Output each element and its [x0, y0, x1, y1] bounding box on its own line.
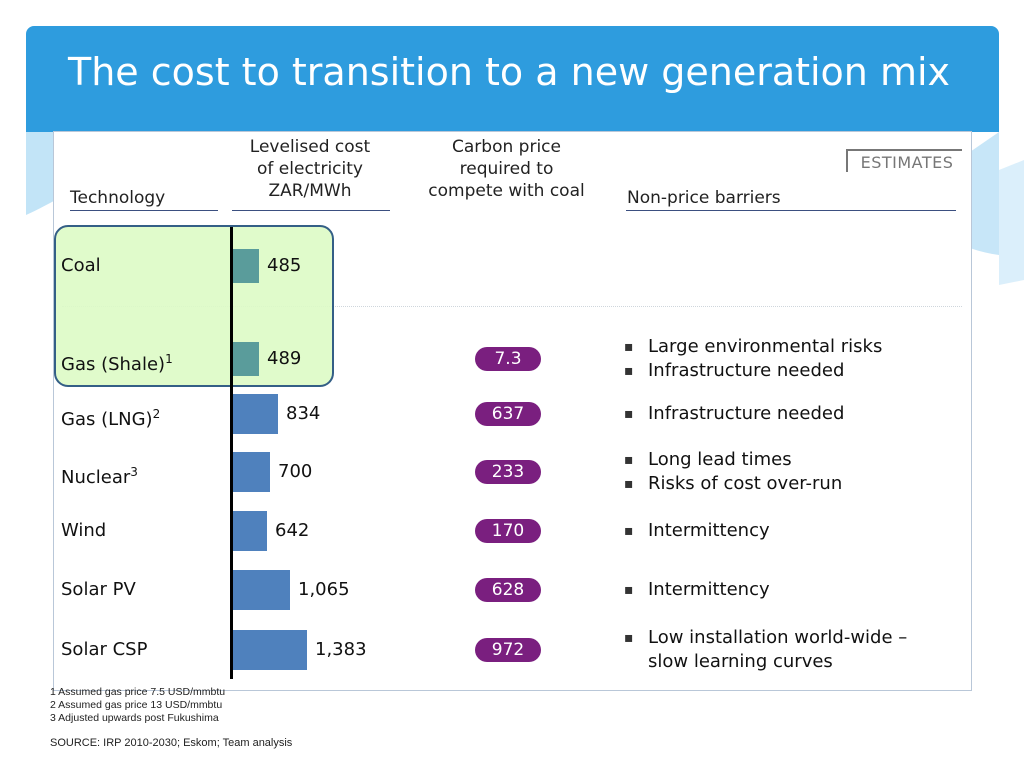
row-separator [62, 306, 962, 307]
bar-value-gas-lng: 834 [286, 403, 321, 424]
barriers-gas-shale: Large environmental risksInfrastructure … [624, 335, 882, 383]
row-label-solar-csp: Solar CSP [61, 639, 148, 660]
row-label-wind: Wind [61, 520, 107, 541]
bar-value-nuclear: 700 [278, 461, 313, 482]
bar-value-coal: 485 [267, 255, 302, 276]
bar-value-solar-csp: 1,383 [315, 639, 367, 660]
row-label-nuclear: Nuclear3 [61, 465, 138, 488]
header-technology: Technology [70, 188, 166, 208]
barrier-item: Large environmental risks [624, 335, 882, 359]
bar-solar-pv [233, 570, 290, 610]
source-note: SOURCE: IRP 2010-2030; Eskom; Team analy… [50, 737, 293, 749]
barriers-wind: Intermittency [624, 519, 770, 543]
carbon-price-nuclear: 233 [475, 460, 541, 484]
bar-gas-lng [233, 394, 278, 434]
barriers-solar-csp: Low installation world-wide –slow learni… [624, 626, 907, 674]
bar-solar-csp [233, 630, 307, 670]
carbon-price-gas-shale: 7.3 [475, 347, 541, 371]
footnotes: 1 Assumed gas price 7.5 USD/mmbtu 2 Assu… [50, 686, 225, 725]
footnote-marker: 3 [130, 465, 138, 479]
header-rule-technology [70, 210, 218, 211]
barriers-nuclear: Long lead timesRisks of cost over-run [624, 448, 842, 496]
barrier-item: Intermittency [624, 578, 770, 602]
chart-axis [230, 227, 233, 679]
carbon-price-solar-pv: 628 [475, 578, 541, 602]
header-barriers: Non-price barriers [627, 188, 781, 208]
bar-wind [233, 511, 267, 551]
row-label-coal: Coal [61, 255, 101, 276]
bar-value-gas-shale: 489 [267, 348, 302, 369]
row-label-gas-lng: Gas (LNG)2 [61, 407, 161, 430]
footnote-3: 3 Adjusted upwards post Fukushima [50, 712, 219, 724]
slide-title: The cost to transition to a new generati… [68, 50, 951, 94]
exhibit-panel: ESTIMATES Technology Levelised cost of e… [53, 131, 972, 691]
header-carbon-line2: required to [459, 159, 554, 179]
highlight-box [54, 225, 334, 387]
header-lcoe-line3: ZAR/MWh [268, 181, 352, 201]
bar-gas-shale [233, 342, 259, 376]
footnote-2: 2 Assumed gas price 13 USD/mmbtu [50, 699, 223, 711]
carbon-price-solar-csp: 972 [475, 638, 541, 662]
bar-nuclear [233, 452, 270, 492]
barriers-gas-lng: Infrastructure needed [624, 402, 844, 426]
header-lcoe-line1: Levelised cost [249, 137, 371, 157]
footnote-marker: 1 [165, 352, 173, 366]
bar-coal [233, 249, 259, 283]
header-carbon-line3: compete with coal [428, 181, 585, 201]
carbon-price-gas-lng: 637 [475, 402, 541, 426]
barrier-item: Infrastructure needed [624, 359, 882, 383]
row-label-gas-shale: Gas (Shale)1 [61, 352, 173, 375]
row-label-solar-pv: Solar PV [61, 579, 136, 600]
header-rule-lcoe [232, 210, 390, 211]
estimates-tag: ESTIMATES [846, 149, 962, 172]
header-rule-barriers [626, 210, 956, 211]
carbon-price-wind: 170 [475, 519, 541, 543]
footnote-marker: 2 [152, 407, 161, 421]
wisp-decoration-right-2 [999, 160, 1024, 285]
barrier-item: Infrastructure needed [624, 402, 844, 426]
bar-value-solar-pv: 1,065 [298, 579, 350, 600]
header-lcoe: Levelised cost of electricity ZAR/MWh [230, 136, 390, 202]
barrier-item: slow learning curves [648, 651, 833, 672]
barrier-item: Risks of cost over-run [624, 472, 842, 496]
title-bar [26, 26, 999, 132]
barrier-item: Intermittency [624, 519, 770, 543]
footnote-1: 1 Assumed gas price 7.5 USD/mmbtu [50, 686, 226, 698]
header-lcoe-line2: of electricity [257, 159, 363, 179]
bar-value-wind: 642 [275, 520, 310, 541]
barrier-item: Low installation world-wide – [624, 626, 907, 650]
barrier-item: Long lead times [624, 448, 842, 472]
header-carbon-line1: Carbon price [452, 137, 561, 157]
header-carbon: Carbon price required to compete with co… [404, 136, 609, 202]
barriers-solar-pv: Intermittency [624, 578, 770, 602]
